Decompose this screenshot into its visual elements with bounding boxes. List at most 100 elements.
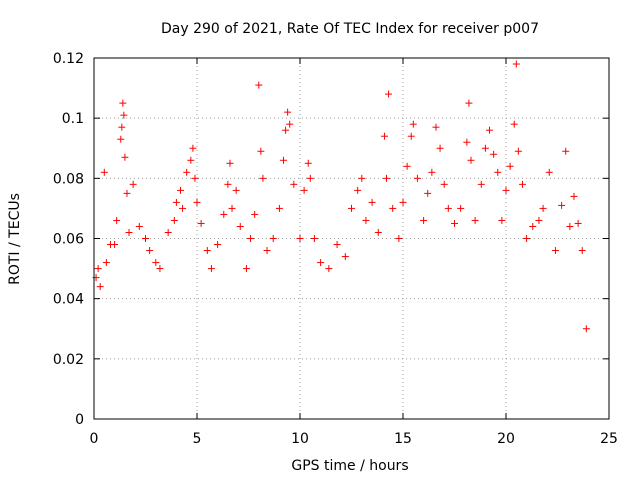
data-point	[232, 186, 240, 194]
y-tick-label: 0.08	[53, 171, 84, 187]
data-point	[282, 126, 290, 134]
data-point	[129, 180, 137, 188]
data-point	[383, 174, 391, 182]
data-points	[92, 60, 590, 333]
data-point	[156, 265, 164, 273]
data-point	[94, 265, 102, 273]
data-point	[399, 198, 407, 206]
data-point	[123, 189, 131, 197]
data-point	[242, 265, 250, 273]
y-tick-label: 0.04	[53, 292, 84, 308]
data-point	[111, 241, 119, 249]
data-point	[358, 174, 366, 182]
data-point	[407, 132, 415, 140]
data-point	[574, 219, 582, 227]
data-point	[142, 235, 149, 242]
data-point	[207, 265, 215, 273]
data-point	[535, 216, 543, 224]
data-point	[502, 186, 510, 194]
data-point	[296, 235, 304, 242]
data-point	[191, 174, 199, 182]
data-point	[512, 60, 520, 68]
data-point	[226, 159, 234, 167]
y-tick-label: 0	[75, 412, 84, 428]
data-point	[523, 235, 531, 242]
data-point	[119, 99, 127, 107]
data-point	[545, 168, 553, 176]
data-point	[284, 108, 292, 116]
data-point	[251, 210, 259, 218]
data-point	[120, 111, 128, 119]
data-point	[275, 204, 283, 212]
data-point	[471, 216, 479, 224]
data-point	[481, 144, 489, 152]
data-point	[214, 241, 222, 249]
data-point	[96, 283, 104, 291]
data-point	[247, 235, 255, 242]
data-point	[380, 132, 388, 140]
data-point	[348, 204, 355, 212]
data-point	[125, 228, 133, 236]
x-tick-label: 0	[90, 431, 99, 447]
data-point	[236, 222, 244, 230]
data-point	[463, 138, 471, 146]
y-tick-label: 0.1	[62, 111, 84, 127]
data-point	[224, 180, 232, 188]
x-tick-label: 5	[193, 431, 202, 447]
data-point	[510, 120, 518, 128]
data-point	[558, 201, 566, 209]
data-point	[280, 156, 288, 164]
data-point	[263, 247, 271, 255]
data-point	[529, 222, 537, 230]
data-point	[117, 135, 125, 143]
data-point	[477, 180, 485, 188]
x-tick-label: 20	[497, 431, 515, 447]
plot-frame	[93, 57, 610, 420]
data-point	[514, 147, 522, 155]
data-point	[436, 144, 444, 152]
grid-lines	[94, 58, 609, 419]
data-point	[385, 90, 393, 98]
data-point	[220, 210, 228, 218]
data-point	[409, 120, 417, 128]
data-point	[562, 147, 570, 155]
data-point	[333, 241, 341, 249]
data-point	[189, 144, 197, 152]
data-point	[290, 180, 298, 188]
data-point	[183, 168, 191, 176]
y-tick-label: 0.06	[53, 232, 84, 248]
data-point	[465, 99, 473, 107]
x-tick-labels: 0 5 10 15 20 25	[90, 431, 618, 447]
data-point	[187, 156, 195, 164]
data-point	[403, 162, 411, 170]
x-axis-label: GPS time / hours	[291, 458, 408, 474]
data-point	[440, 180, 448, 188]
y-tick-labels: 0 0.02 0.04 0.06 0.08 0.1 0.12	[53, 51, 84, 428]
data-point	[177, 186, 185, 194]
data-point	[424, 189, 432, 197]
data-point	[486, 126, 494, 134]
data-point	[341, 253, 349, 261]
data-point	[121, 153, 129, 161]
data-point	[317, 259, 325, 267]
data-point	[197, 219, 205, 227]
data-point	[172, 198, 180, 206]
data-point	[170, 216, 178, 224]
x-tick-label: 25	[600, 431, 618, 447]
data-point	[304, 159, 312, 167]
axis-ticks	[93, 57, 610, 420]
data-point	[582, 325, 590, 333]
data-point	[494, 168, 502, 176]
data-point	[413, 174, 421, 182]
data-point	[395, 235, 403, 242]
y-tick-label: 0.02	[53, 352, 84, 368]
data-point	[451, 219, 458, 227]
data-point	[578, 247, 586, 255]
data-point	[203, 247, 211, 255]
data-point	[146, 247, 154, 255]
data-point	[306, 174, 314, 182]
data-point	[570, 192, 578, 200]
data-point	[164, 228, 172, 236]
data-point	[102, 259, 110, 267]
